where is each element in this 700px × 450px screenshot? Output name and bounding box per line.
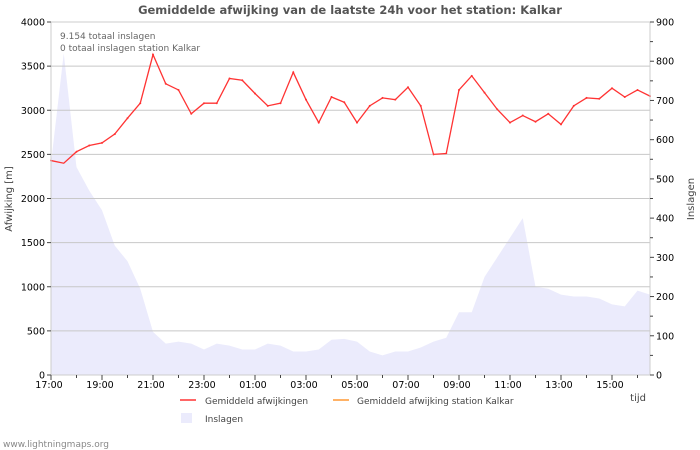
y2-tick-label: 800 — [656, 57, 674, 68]
x-tick-label: 23:00 — [188, 380, 215, 391]
y-tick-label: 4000 — [21, 18, 45, 29]
y2-tick-label: 900 — [656, 18, 674, 29]
footer-credit: www.lightningmaps.org — [3, 440, 109, 450]
y2-tick-label: 700 — [656, 96, 674, 107]
y2-tick-label: 200 — [656, 292, 674, 303]
legend-label-strikes: Inslagen — [205, 415, 243, 425]
x-tick-label: 11:00 — [494, 380, 521, 391]
y-tick-label: 3500 — [21, 62, 45, 73]
y2-tick-label: 500 — [656, 174, 674, 185]
annotation-station-strikes: 0 totaal inslagen station Kalkar — [60, 44, 200, 54]
x-tick-label: 01:00 — [239, 380, 266, 391]
x-tick-label: 21:00 — [137, 380, 164, 391]
x-tick-label: 07:00 — [392, 380, 419, 391]
strikes-area — [51, 53, 650, 375]
y2-tick-label: 100 — [656, 331, 674, 342]
y-tick-label: 0 — [39, 371, 45, 382]
x-tick-label: 17:00 — [35, 380, 62, 391]
y-tick-label: 1500 — [21, 238, 45, 249]
y-axis-label: Afwijking [m] — [4, 166, 15, 232]
y-tick-label: 2500 — [21, 150, 45, 161]
x-tick-label: 03:00 — [290, 380, 317, 391]
annotation-total-strikes: 9.154 totaal inslagen — [60, 32, 155, 42]
legend: Gemiddeld afwijkingen Gemiddeld afwijkin… — [180, 397, 514, 425]
y2-tick-label: 300 — [656, 253, 674, 264]
legend-swatch-strikes — [181, 413, 192, 423]
y-tick-label: 500 — [27, 326, 45, 337]
x-tick-label: 15:00 — [596, 380, 623, 391]
legend-label-deviation: Gemiddeld afwijkingen — [205, 397, 308, 407]
y-tick-label: 1000 — [21, 282, 45, 293]
legend-label-station: Gemiddeld afwijking station Kalkar — [357, 397, 514, 407]
y2-axis-label: Inslagen — [686, 178, 697, 220]
x-tick-label: 09:00 — [443, 380, 470, 391]
y-tick-label: 2000 — [21, 194, 45, 205]
deviation-line — [50, 52, 651, 164]
x-axis-label: tijd — [630, 393, 646, 404]
y2-tick-label: 400 — [656, 214, 674, 225]
x-tick-label: 19:00 — [86, 380, 113, 391]
y-tick-label: 3000 — [21, 106, 45, 117]
y2-tick-label: 600 — [656, 135, 674, 146]
x-tick-label: 13:00 — [545, 380, 572, 391]
x-tick-label: 05:00 — [341, 380, 368, 391]
y2-tick-label: 0 — [656, 371, 662, 382]
chart-title: Gemiddelde afwijking van de laatste 24h … — [138, 3, 562, 17]
